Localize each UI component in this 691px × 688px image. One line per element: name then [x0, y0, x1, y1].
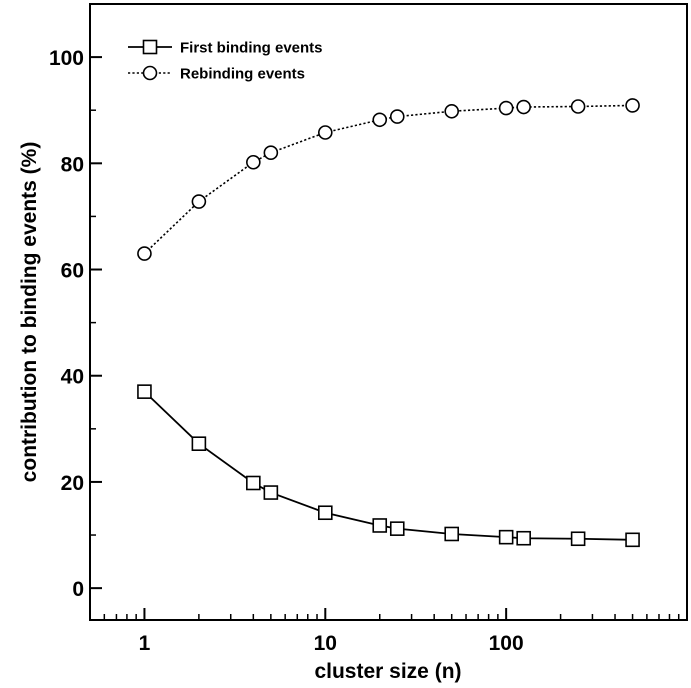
y-tick-label: 80 [61, 153, 84, 176]
first-binding-point [263, 485, 279, 500]
y-tick-label: 40 [61, 366, 84, 389]
y-tick-label: 100 [49, 47, 84, 70]
y-tick-label: 60 [61, 260, 84, 283]
x-axis-ticks: 1 10 100 [89, 608, 680, 655]
x-axis-title: cluster size (n) [314, 660, 461, 683]
y-tick-label: 0 [72, 578, 84, 601]
rebinding-point [444, 103, 460, 119]
first-binding-legend-marker [142, 39, 158, 55]
rebinding-legend-marker [142, 65, 158, 81]
rebinding-point [317, 125, 333, 140]
first-binding-point [137, 384, 152, 399]
rebinding-point [263, 145, 279, 160]
first-binding-point [389, 521, 405, 536]
first-binding-point [246, 475, 261, 491]
rebinding-point [372, 112, 388, 128]
first-binding-point [625, 532, 640, 548]
rebinding-point [516, 99, 531, 115]
first-binding-point [191, 436, 207, 451]
first-binding-point [498, 529, 514, 545]
first-binding-point [444, 526, 460, 542]
plot-frame [89, 3, 688, 621]
series-layer [137, 98, 640, 548]
x-tick-label: 1 [139, 632, 151, 655]
rebinding-legend-label: Rebinding events [180, 66, 305, 83]
legend: First binding events Rebinding events [128, 40, 323, 83]
y-axis-ticks: 0 20 40 60 80 100 [49, 47, 102, 601]
rebinding-point [246, 154, 261, 170]
first-binding-point [516, 530, 531, 546]
rebinding-series-line [143, 104, 633, 255]
first-binding-legend-label: First binding events [180, 40, 323, 57]
rebinding-point [625, 98, 640, 113]
rebinding-point [570, 99, 586, 114]
y-axis-title: contribution to binding events (%) [18, 142, 41, 483]
first-binding-series-line [143, 391, 633, 541]
rebinding-point [389, 109, 405, 124]
rebinding-point [498, 100, 514, 116]
rebinding-point [137, 246, 152, 261]
first-binding-point [317, 505, 333, 521]
first-binding-point [372, 518, 388, 533]
x-tick-label: 10 [314, 632, 337, 655]
y-tick-label: 20 [61, 472, 84, 495]
rebinding-point [191, 194, 207, 209]
x-tick-label: 100 [489, 632, 524, 655]
first-binding-point [570, 531, 586, 547]
